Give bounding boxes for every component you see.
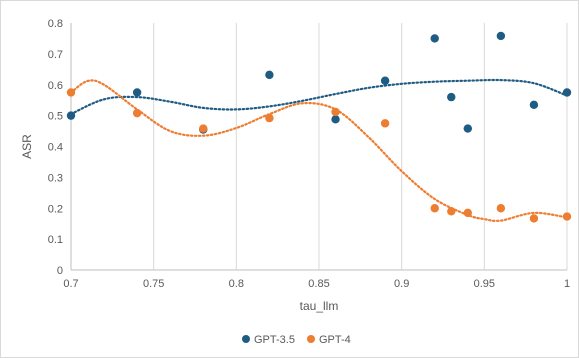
legend-label-gpt-4: GPT-4	[319, 334, 351, 346]
y-tick-label: 0.8	[48, 18, 63, 30]
point-gpt-4	[66, 88, 76, 97]
point-gpt-3-5	[463, 124, 472, 133]
axes	[70, 23, 567, 271]
point-gpt-3-5	[562, 88, 572, 97]
point-gpt-4	[199, 124, 208, 133]
point-gpt-3-5	[496, 31, 506, 41]
y-tick-label: 0.4	[48, 142, 63, 154]
x-tick-label: 0.9	[394, 278, 409, 290]
trendline-gpt-3-5	[69, 78, 569, 116]
point-gpt-3-5	[132, 88, 142, 97]
x-tick-label: 0.7	[63, 278, 78, 290]
point-gpt-4	[496, 204, 506, 213]
x-axis-label: tau_llm	[300, 299, 339, 313]
legend-marker-gpt-4	[307, 335, 315, 343]
x-tick-label: 0.75	[143, 278, 164, 290]
y-tick-label: 0.1	[48, 234, 63, 246]
legend: GPT-3.5 GPT-4	[242, 334, 351, 346]
x-tick-label: 0.8	[229, 278, 244, 290]
y-tick-label: 0.2	[48, 203, 63, 215]
point-gpt-3-5	[265, 70, 274, 80]
point-gpt-3-5	[331, 115, 340, 124]
grid-lines	[153, 23, 568, 270]
x-tick-label: 0.85	[308, 278, 329, 290]
y-tick-label: 0	[57, 265, 63, 277]
y-axis-label: ASR	[20, 134, 34, 159]
trendlines	[69, 78, 569, 223]
point-gpt-4	[463, 208, 472, 218]
point-gpt-3-5	[447, 92, 456, 102]
point-gpt-4	[265, 113, 274, 123]
point-gpt-4	[132, 108, 142, 118]
point-gpt-4	[447, 207, 456, 216]
point-gpt-3-5	[380, 76, 390, 85]
legend-marker-gpt-3-5	[242, 335, 250, 343]
point-gpt-4	[380, 119, 390, 128]
point-gpt-3-5	[529, 100, 539, 110]
tick-labels: 0.7 0.75 0.8 0.85 0.9 0.95 1 0 0.1 0.2 0.3 0.4 0.5 0.…	[48, 18, 570, 290]
trendline-gpt-4	[69, 79, 569, 223]
y-tick-label: 0.6	[48, 80, 63, 92]
point-gpt-3-5	[66, 111, 76, 120]
y-tick-label: 0.7	[48, 49, 63, 61]
x-tick-label: 1	[564, 278, 570, 290]
y-tick-label: 0.3	[48, 172, 63, 184]
legend-label-gpt-3-5: GPT-3.5	[254, 334, 295, 346]
data-points	[66, 31, 572, 223]
point-gpt-4	[430, 204, 439, 213]
y-tick-label: 0.5	[48, 111, 63, 123]
x-tick-label: 0.95	[474, 278, 495, 290]
point-gpt-4	[331, 107, 340, 117]
point-gpt-3-5	[430, 34, 439, 43]
point-gpt-4	[562, 212, 572, 221]
point-gpt-4	[529, 214, 539, 223]
